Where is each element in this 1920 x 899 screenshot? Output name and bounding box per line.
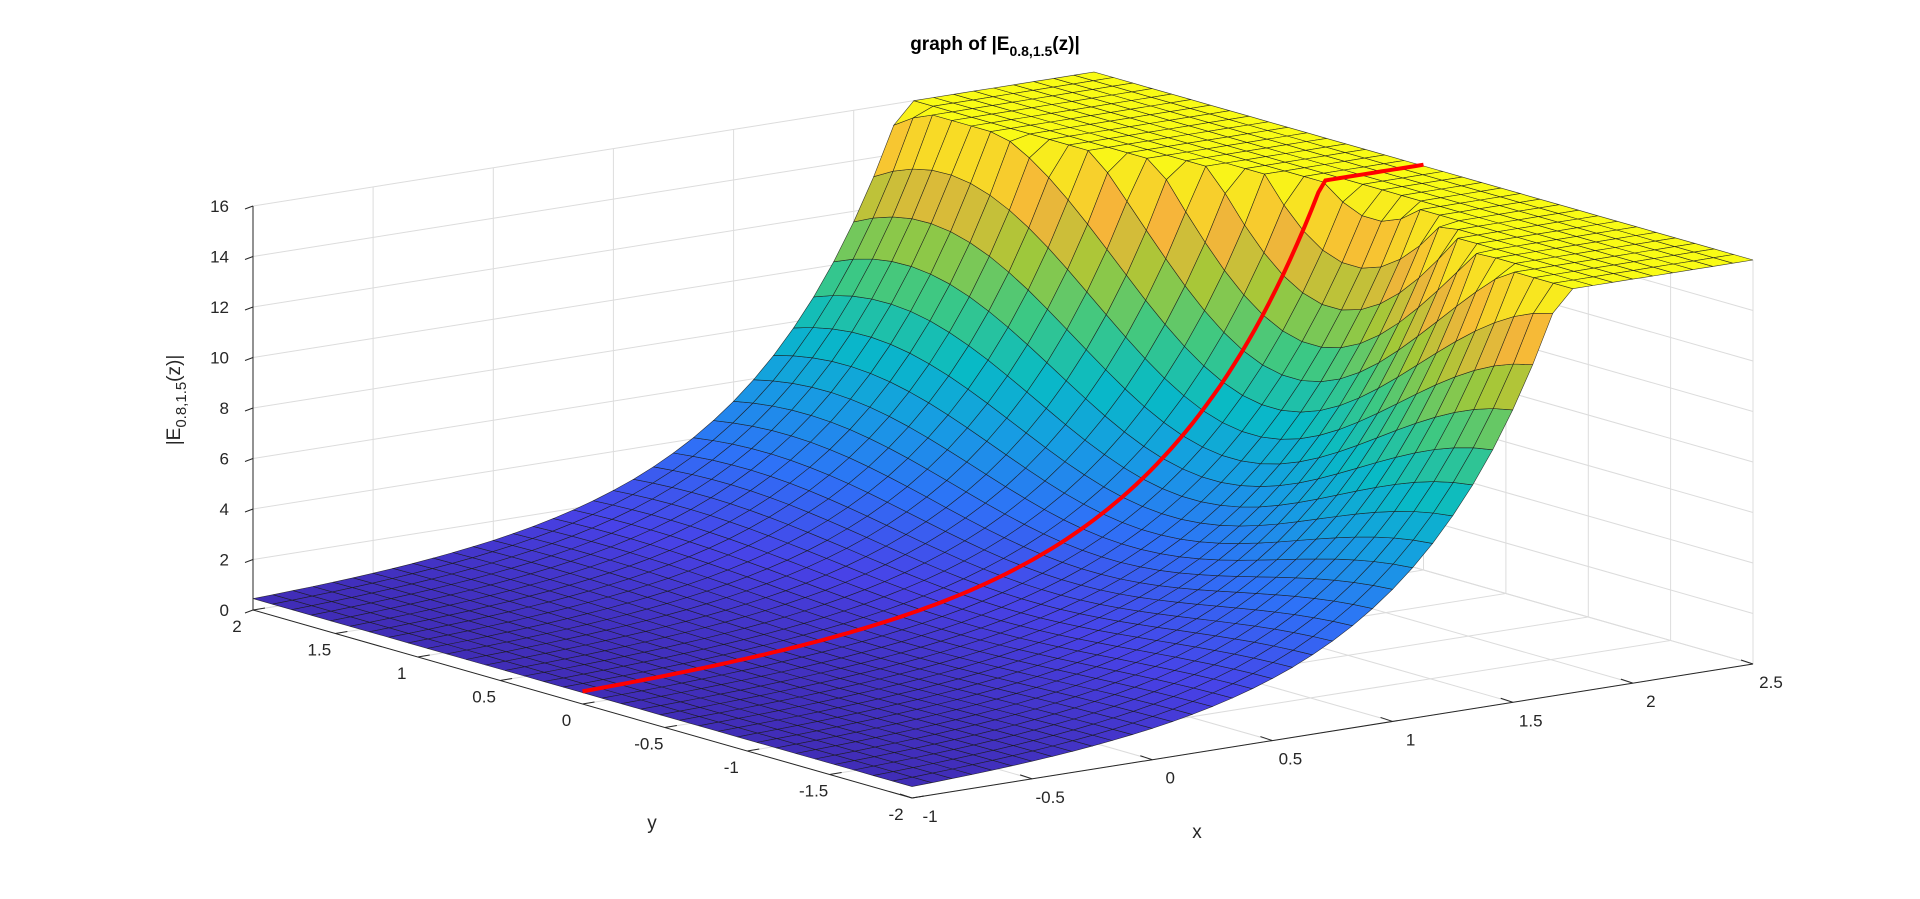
x-tick bbox=[899, 793, 913, 799]
y-tick bbox=[500, 678, 513, 681]
x-tick-label: 2.5 bbox=[1759, 673, 1783, 692]
y-tick bbox=[417, 654, 430, 658]
x-tick-label: 0 bbox=[1166, 769, 1175, 788]
z-tick-label: 16 bbox=[210, 197, 229, 216]
z-tick-label: 8 bbox=[220, 399, 229, 418]
z-tick-label: 2 bbox=[220, 551, 229, 570]
z-tick-label: 14 bbox=[210, 248, 229, 267]
y-tick bbox=[335, 631, 348, 634]
z-tick-label: 4 bbox=[220, 500, 229, 519]
z-tick-label: 6 bbox=[220, 450, 229, 469]
x-tick bbox=[1740, 659, 1754, 665]
z-tick bbox=[244, 458, 254, 462]
y-tick-label: 1 bbox=[397, 664, 406, 683]
x-tick-label: -1 bbox=[922, 807, 937, 826]
x-tick bbox=[1380, 716, 1393, 722]
y-tick-label: -0.5 bbox=[634, 735, 663, 754]
y-tick-label: -1.5 bbox=[799, 782, 828, 801]
x-tick bbox=[1019, 774, 1033, 780]
z-tick bbox=[244, 407, 254, 412]
z-tick bbox=[244, 609, 254, 614]
x-tick-label: 1.5 bbox=[1519, 711, 1543, 730]
y-tick bbox=[911, 795, 925, 799]
surface-layer bbox=[252, 71, 1754, 787]
y-axis-label: y bbox=[647, 813, 657, 834]
y-tick-label: 0 bbox=[562, 711, 571, 730]
z-tick bbox=[244, 559, 254, 563]
x-tick-label: -0.5 bbox=[1035, 788, 1064, 807]
z-tick bbox=[244, 508, 254, 513]
y-tick-label: 2 bbox=[232, 617, 241, 636]
surface-patch bbox=[1713, 254, 1754, 264]
z-tick bbox=[244, 256, 254, 260]
x-tick-label: 1 bbox=[1406, 730, 1415, 749]
x-tick bbox=[1140, 755, 1153, 761]
x-tick-label: 2 bbox=[1646, 692, 1655, 711]
chart-title: graph of |E0.8,1.5(z)| bbox=[910, 34, 1080, 59]
z-tick bbox=[244, 205, 254, 210]
y-tick-label: -1 bbox=[724, 758, 739, 777]
z-tick-label: 12 bbox=[210, 298, 229, 317]
y-tick bbox=[829, 772, 842, 775]
red-curve bbox=[582, 162, 1424, 694]
z-tick-label: 0 bbox=[220, 601, 229, 620]
z-tick bbox=[244, 306, 254, 311]
y-tick bbox=[747, 748, 760, 752]
x-axis-label: x bbox=[1192, 822, 1202, 843]
z-tick-label: 10 bbox=[210, 349, 229, 368]
z-axis-label: |E0.8,1.5(z)| bbox=[164, 355, 190, 446]
y-tick bbox=[252, 607, 266, 611]
x-tick-label: 0.5 bbox=[1279, 750, 1303, 769]
z-tick bbox=[244, 357, 254, 361]
x-tick bbox=[1620, 678, 1634, 684]
ticks-layer: -1-0.500.511.522.5-2-1.5-1-0.500.511.520… bbox=[210, 197, 1783, 826]
x-tick bbox=[1500, 697, 1513, 703]
x-tick bbox=[1260, 736, 1273, 742]
y-tick-label: 0.5 bbox=[472, 688, 496, 707]
y-tick bbox=[582, 701, 595, 705]
y-tick-label: 1.5 bbox=[308, 641, 332, 660]
y-tick-label: -2 bbox=[888, 805, 903, 824]
y-tick bbox=[664, 725, 677, 728]
curve-layer bbox=[582, 162, 1424, 694]
x-axis-line bbox=[911, 663, 1754, 799]
